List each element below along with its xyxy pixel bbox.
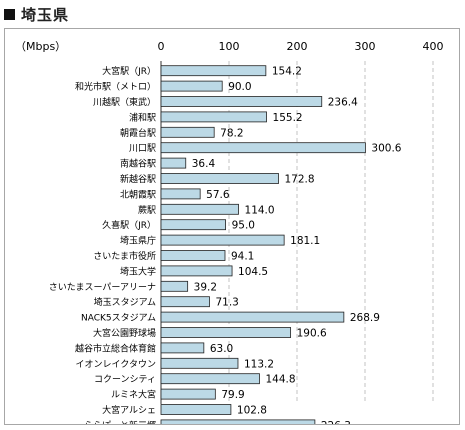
bar (160, 388, 216, 400)
chart-panel: （Mbps） 0 100 200 300 400 大宮駅（JR） 154.2 和光市駅（メトロ）… (4, 28, 460, 425)
category-label: 蕨駅 (138, 204, 156, 216)
value-label: 226.3 (321, 420, 351, 424)
bar (160, 80, 223, 92)
value-label: 236.4 (328, 97, 358, 109)
chart-title: 埼玉県 (21, 5, 70, 24)
category-label: イオンレイクタウン (76, 359, 156, 370)
value-label: 90.0 (228, 81, 251, 93)
bar (160, 142, 366, 154)
bar (160, 96, 323, 107)
bar (160, 203, 239, 215)
value-label: 300.6 (371, 143, 401, 155)
category-label: 南越谷駅 (120, 158, 156, 170)
category-label: 北朝霞駅 (120, 189, 156, 200)
value-label: 36.4 (192, 158, 216, 170)
bar (160, 280, 189, 292)
bar (160, 250, 226, 261)
square-bullet-icon (4, 8, 15, 20)
value-label: 113.2 (244, 358, 274, 370)
bar (160, 342, 205, 354)
category-label: 川口駅 (129, 143, 156, 154)
category-label: 大宮駅（JR） (102, 65, 156, 77)
bar (160, 65, 267, 77)
value-label: 95.0 (232, 220, 255, 232)
bar (160, 357, 239, 369)
value-label: 104.5 (238, 266, 268, 278)
category-label: 浦和駅 (129, 111, 156, 123)
value-label: 155.2 (273, 112, 303, 124)
category-label: 和光市駅（メトロ） (75, 81, 156, 93)
value-label: 39.2 (194, 281, 217, 293)
value-label: 78.2 (220, 127, 243, 139)
category-label: 大宮アルシェ (102, 404, 156, 416)
bar (160, 234, 285, 246)
bar (160, 219, 226, 231)
category-label: 埼玉大学 (120, 265, 156, 277)
category-label: 朝霞台駅 (120, 127, 156, 139)
value-label: 190.6 (297, 328, 327, 340)
bar (160, 157, 187, 169)
category-label: NACK5スタジアム (81, 313, 156, 324)
bar (160, 296, 210, 308)
x-tick-label: 300 (355, 40, 376, 53)
value-label: 154.2 (272, 66, 302, 78)
category-label: さいたま市役所 (93, 250, 156, 262)
value-label: 79.9 (221, 389, 244, 401)
chart-header: 埼玉県 (4, 2, 69, 26)
value-label: 114.0 (245, 204, 275, 216)
category-label: 新越谷駅 (120, 173, 156, 185)
value-label: 102.8 (237, 405, 267, 417)
category-label: 埼玉県庁 (120, 235, 156, 247)
value-label: 57.6 (206, 189, 230, 201)
category-label: 埼玉スタジアム (94, 296, 156, 308)
bar (160, 404, 232, 415)
bar (160, 419, 316, 424)
value-label: 181.1 (290, 235, 320, 247)
bar (160, 265, 233, 277)
bar (160, 311, 345, 323)
x-tick-label: 400 (423, 40, 444, 53)
category-label: ルミネ大宮 (111, 389, 156, 401)
value-label: 268.9 (350, 312, 380, 324)
category-label: 久喜駅（JR） (102, 219, 156, 231)
category-label: コクーンシティ (94, 374, 156, 385)
bar-chart: （Mbps） 0 100 200 300 400 大宮駅（JR） 154.2 和光市駅（メトロ）… (15, 40, 444, 424)
x-tick-label: 100 (219, 40, 240, 53)
bar (160, 173, 279, 184)
bar (160, 188, 201, 200)
x-tick-label: 0 (158, 40, 165, 53)
bar (160, 327, 292, 338)
category-label: ららぽーと新三郷 (84, 419, 156, 424)
category-label: 川越駅（東武） (93, 96, 156, 108)
bar (160, 373, 260, 385)
value-label: 71.3 (215, 297, 238, 309)
value-label: 172.8 (285, 174, 315, 186)
category-label: 大宮公園野球場 (93, 327, 156, 339)
x-tick-label: 200 (287, 40, 308, 53)
value-label: 63.0 (210, 343, 233, 355)
value-label: 144.8 (265, 374, 295, 386)
bar (160, 111, 267, 123)
unit-label: （Mbps） (15, 40, 66, 53)
category-label: 越谷市立総合体育館 (75, 342, 156, 354)
value-label: 94.1 (231, 251, 254, 263)
category-label: さいたまスーパーアリーナ (49, 282, 156, 293)
bar (160, 126, 215, 138)
